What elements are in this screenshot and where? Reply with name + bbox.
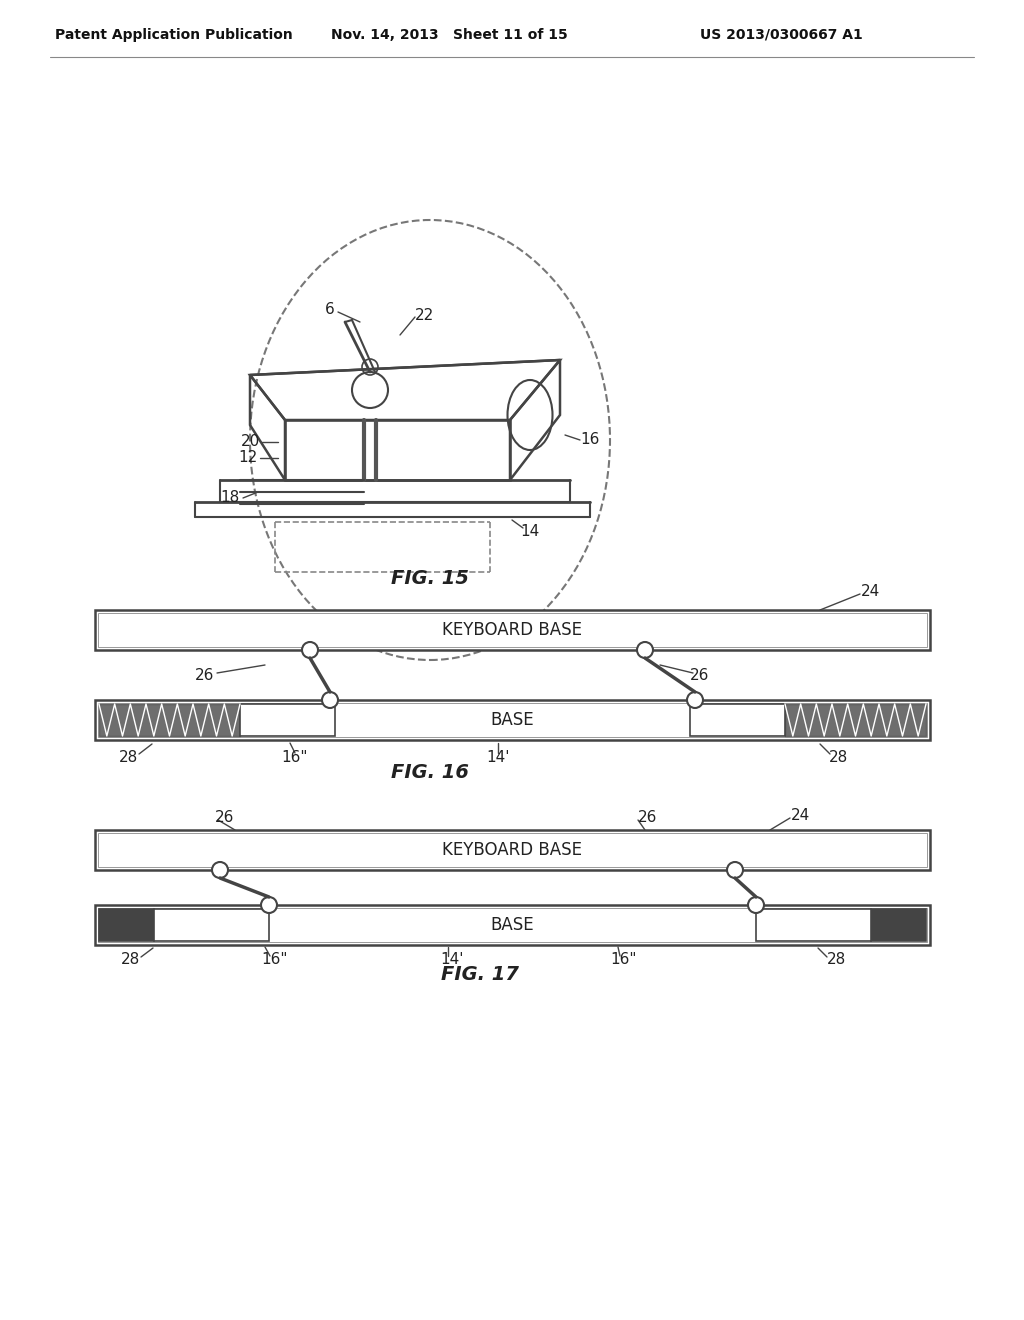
Text: 14': 14' bbox=[440, 953, 464, 968]
Text: FIG. 17: FIG. 17 bbox=[441, 965, 519, 985]
Text: Patent Application Publication: Patent Application Publication bbox=[55, 28, 293, 42]
Text: 16": 16" bbox=[262, 953, 288, 968]
Bar bbox=[98, 704, 927, 737]
Text: BASE: BASE bbox=[490, 711, 534, 729]
Circle shape bbox=[637, 642, 653, 657]
Text: 28: 28 bbox=[121, 953, 139, 968]
Bar bbox=[240, 704, 335, 737]
Text: FIG. 15: FIG. 15 bbox=[391, 569, 469, 587]
Text: 14: 14 bbox=[520, 524, 540, 540]
Text: BASE: BASE bbox=[490, 916, 534, 935]
Text: 22: 22 bbox=[416, 308, 434, 322]
Circle shape bbox=[302, 642, 318, 657]
Text: 16": 16" bbox=[282, 750, 308, 764]
Text: KEYBOARD BASE: KEYBOARD BASE bbox=[442, 841, 582, 859]
Text: 12: 12 bbox=[239, 450, 258, 466]
Bar bbox=[98, 833, 927, 867]
Bar bbox=[690, 704, 785, 737]
Text: FIG. 16: FIG. 16 bbox=[391, 763, 469, 781]
Text: 14': 14' bbox=[486, 750, 510, 764]
Bar bbox=[98, 908, 927, 942]
Bar bbox=[95, 830, 930, 870]
Text: 18: 18 bbox=[220, 491, 240, 506]
Bar bbox=[95, 700, 930, 741]
Text: US 2013/0300667 A1: US 2013/0300667 A1 bbox=[700, 28, 863, 42]
Circle shape bbox=[261, 898, 278, 913]
Text: 28: 28 bbox=[826, 953, 846, 968]
Text: 16": 16" bbox=[610, 953, 637, 968]
Text: 26: 26 bbox=[638, 810, 657, 825]
Circle shape bbox=[727, 862, 743, 878]
Text: 28: 28 bbox=[119, 750, 137, 764]
Text: Nov. 14, 2013: Nov. 14, 2013 bbox=[331, 28, 439, 42]
Text: 16: 16 bbox=[581, 433, 600, 447]
Text: 24: 24 bbox=[791, 808, 810, 824]
Bar bbox=[99, 909, 154, 941]
Circle shape bbox=[322, 692, 338, 708]
Bar bbox=[871, 909, 926, 941]
Text: 26: 26 bbox=[196, 668, 215, 682]
Bar bbox=[95, 906, 930, 945]
Bar bbox=[98, 612, 927, 647]
Text: 24: 24 bbox=[860, 585, 880, 599]
Text: 26: 26 bbox=[690, 668, 710, 682]
Text: 20: 20 bbox=[241, 434, 260, 450]
Bar bbox=[95, 610, 930, 649]
Text: KEYBOARD BASE: KEYBOARD BASE bbox=[442, 620, 582, 639]
Text: 6: 6 bbox=[326, 302, 335, 318]
Circle shape bbox=[212, 862, 228, 878]
Circle shape bbox=[687, 692, 703, 708]
Text: 28: 28 bbox=[828, 750, 848, 764]
Text: Sheet 11 of 15: Sheet 11 of 15 bbox=[453, 28, 567, 42]
Circle shape bbox=[748, 898, 764, 913]
Bar bbox=[154, 909, 269, 941]
Bar bbox=[756, 909, 871, 941]
Text: 26: 26 bbox=[215, 810, 234, 825]
